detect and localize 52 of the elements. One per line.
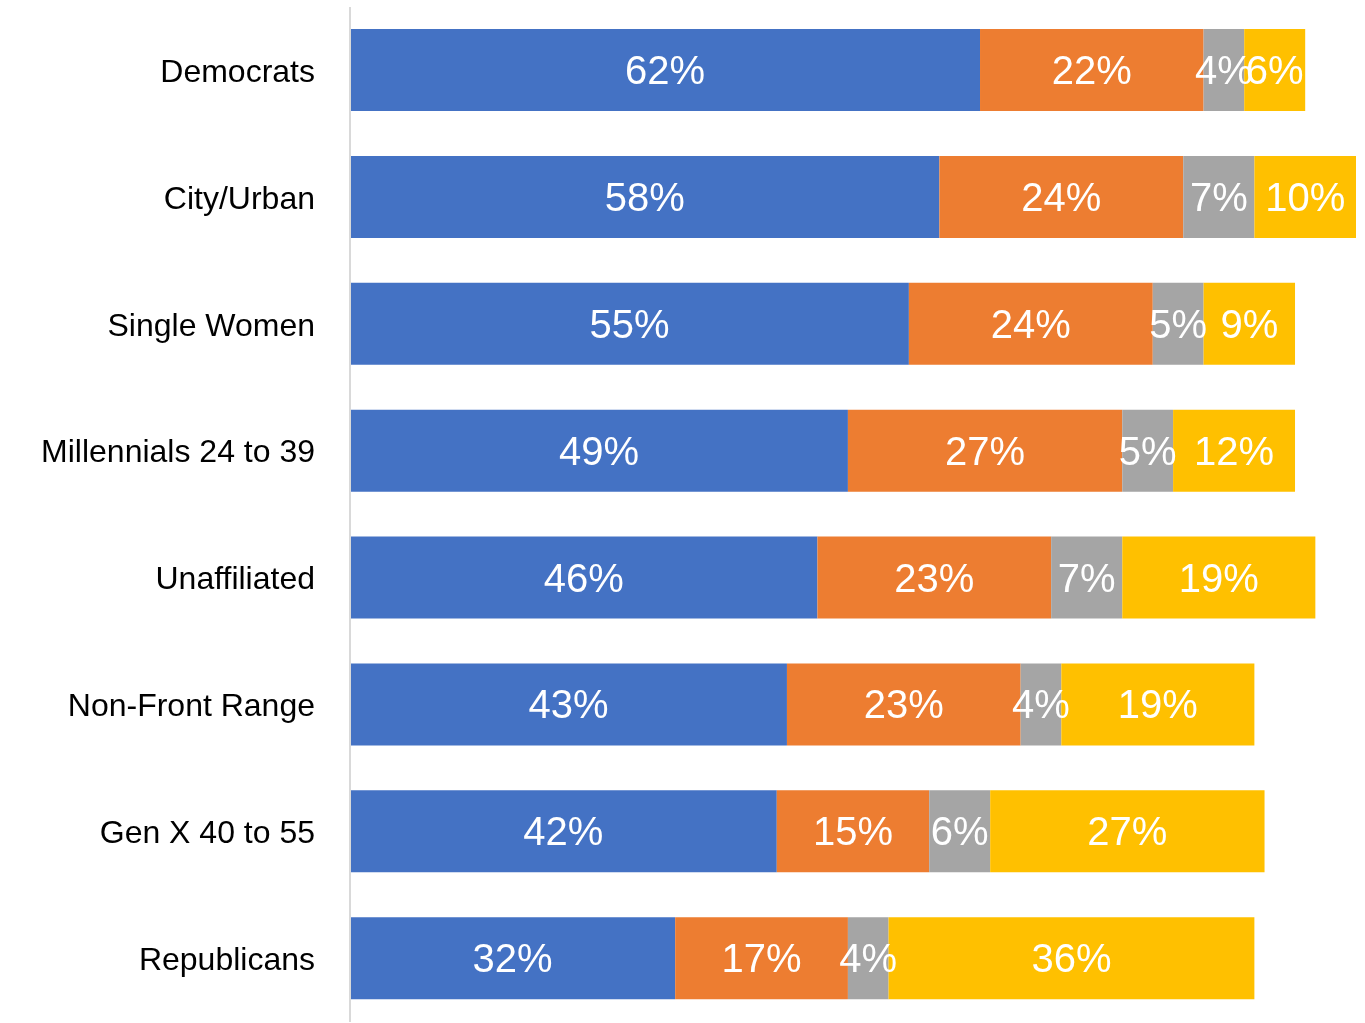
bar — [350, 155, 940, 238]
data-label: 23% — [894, 555, 975, 600]
bar — [350, 917, 676, 1000]
data-label: 27% — [1087, 809, 1168, 854]
bar — [908, 282, 1153, 365]
bar — [350, 409, 848, 492]
data-label: 9% — [1220, 301, 1279, 346]
data-label: 32% — [472, 936, 553, 981]
bar — [350, 282, 909, 365]
bar — [776, 790, 930, 873]
data-label: 49% — [558, 428, 639, 473]
data-label: 46% — [543, 555, 624, 600]
data-label: 58% — [604, 174, 685, 219]
data-label: 23% — [863, 682, 944, 727]
y-tick-label: Democrats — [160, 52, 315, 89]
data-label: 7% — [1057, 555, 1116, 600]
data-label: 36% — [1031, 936, 1112, 981]
data-label: 62% — [624, 48, 706, 92]
y-tick-label: Gen X 40 to 55 — [99, 814, 315, 851]
bar — [1051, 536, 1123, 619]
bar — [1122, 536, 1316, 619]
data-label: 15% — [812, 809, 894, 854]
y-tick-label: Unaffiliated — [155, 560, 315, 597]
data-label: 6% — [930, 809, 989, 854]
data-label: 22% — [1051, 48, 1132, 92]
data-label: 12% — [1194, 428, 1275, 473]
bar — [990, 790, 1265, 873]
data-label: 43% — [528, 682, 609, 727]
bar — [350, 663, 787, 746]
y-tick-label: City/Urban — [163, 179, 315, 216]
bar — [817, 536, 1052, 619]
data-label: 24% — [990, 301, 1071, 346]
data-label: 19% — [1178, 555, 1259, 600]
data-label: 42% — [523, 809, 604, 854]
bar — [350, 29, 981, 111]
bar — [1173, 409, 1296, 492]
bar — [1183, 155, 1255, 238]
y-tick-label: Republicans — [138, 940, 315, 977]
bar — [1254, 155, 1356, 238]
data-label: 55% — [589, 301, 670, 346]
data-label: 10% — [1265, 174, 1346, 219]
bar — [939, 155, 1184, 238]
data-label: 24% — [1021, 174, 1102, 219]
bar — [350, 536, 818, 619]
y-tick-label: Non-Front Range — [67, 687, 315, 724]
data-label: 17% — [721, 936, 802, 981]
y-tick-label: Millennials 24 to 39 — [41, 433, 315, 470]
data-label: 27% — [945, 428, 1026, 473]
data-label: 7% — [1189, 174, 1248, 219]
y-tick-label: Single Women — [107, 306, 315, 343]
bar — [350, 790, 777, 873]
data-label: 19% — [1117, 682, 1198, 727]
